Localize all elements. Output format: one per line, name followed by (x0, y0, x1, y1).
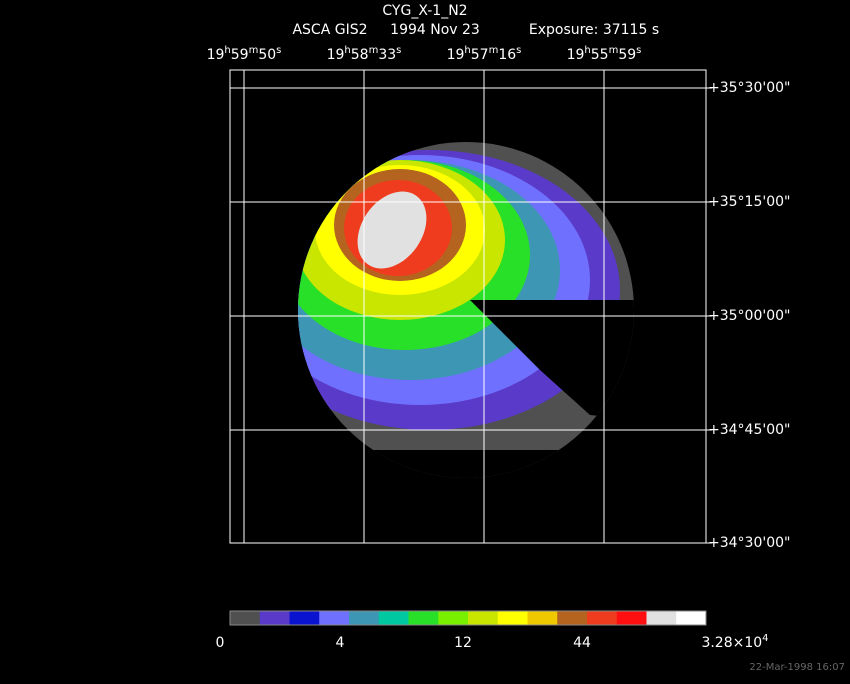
ra-label-part: h (344, 45, 350, 56)
colorbar-swatch (319, 611, 350, 625)
ra-label: 19h55m59s (567, 45, 642, 63)
colorbar-label: 0 (216, 635, 225, 651)
ra-label-part: s (276, 45, 281, 56)
frame (229, 69, 707, 544)
ra-label-part: 16 (498, 47, 516, 63)
dec-label: +35°15'00" (708, 194, 790, 210)
ra-label-part: h (224, 45, 230, 56)
ra-label-part: 33 (378, 47, 396, 63)
ra-label: 19h57m16s (447, 45, 522, 63)
ra-label-part: 19 (327, 47, 345, 63)
colorbar-label-part: 3.28×10 (701, 635, 762, 651)
title: CYG_X-1_N2 (382, 3, 467, 19)
colorbar-label: 44 (573, 635, 591, 651)
image-layer (357, 191, 427, 269)
dec-label: +34°30'00" (708, 535, 790, 551)
ra-label: 19h58m33s (327, 45, 402, 63)
colorbar-swatch (259, 611, 290, 625)
ra-label-part: m (489, 45, 499, 56)
ra-label-part: h (464, 45, 470, 56)
colorbar-swatch (676, 611, 707, 625)
ra-label-part: 58 (351, 47, 369, 63)
colorbar-label: 12 (454, 635, 472, 651)
colorbar-label-part: 12 (454, 635, 472, 651)
shadow-region (470, 300, 634, 420)
ra-label-part: 57 (471, 47, 489, 63)
colorbar-swatch (616, 611, 647, 625)
colorbar-swatch (497, 611, 528, 625)
ra-label-part: s (636, 45, 641, 56)
colorbar-swatch (378, 611, 409, 625)
colorbar-swatch (349, 611, 380, 625)
colorbar-swatch (289, 611, 320, 625)
colorbar-label-part: 0 (216, 635, 225, 651)
colorbar-swatch (230, 611, 261, 625)
ra-label-part: m (249, 45, 259, 56)
colorbar-swatch (408, 611, 439, 625)
colorbar-swatch (527, 611, 558, 625)
ra-label-part: s (516, 45, 521, 56)
colorbar-swatch (646, 611, 677, 625)
ra-label-part: 55 (591, 47, 609, 63)
timestamp: 22-Mar-1998 16:07 (749, 662, 845, 673)
colorbar-frame (229, 610, 707, 626)
colorbar-swatch (438, 611, 469, 625)
dec-label: +35°00'00" (708, 308, 790, 324)
ra-label-part: h (584, 45, 590, 56)
ra-label-part: 59 (618, 47, 636, 63)
ra-label-part: 19 (207, 47, 225, 63)
date: 1994 Nov 23 (390, 22, 480, 38)
colorbar-swatch (557, 611, 588, 625)
ra-label-part: m (609, 45, 619, 56)
dec-label: +35°30'00" (708, 80, 790, 96)
colorbar-label-part: 44 (573, 635, 591, 651)
ra-label-part: m (369, 45, 379, 56)
ra-label: 19h59m50s (207, 45, 282, 63)
ra-label-part: 19 (567, 47, 585, 63)
colorbar-label: 4 (336, 635, 345, 651)
ra-label-part: 50 (258, 47, 276, 63)
coordinate-grid (229, 69, 707, 544)
colorbar-swatch (468, 611, 499, 625)
dec-label: +34°45'00" (708, 422, 790, 438)
ra-label-part: s (396, 45, 401, 56)
colorbar-swatch (587, 611, 618, 625)
colorbar-label-part: 4 (762, 633, 768, 644)
instrument: ASCA GIS2 (292, 22, 367, 38)
exposure: Exposure: 37115 s (529, 22, 659, 38)
colorbar-label-part: 4 (336, 635, 345, 651)
colorbar-label: 3.28×104 (701, 633, 768, 651)
ra-label-part: 59 (231, 47, 249, 63)
ra-label-part: 19 (447, 47, 465, 63)
